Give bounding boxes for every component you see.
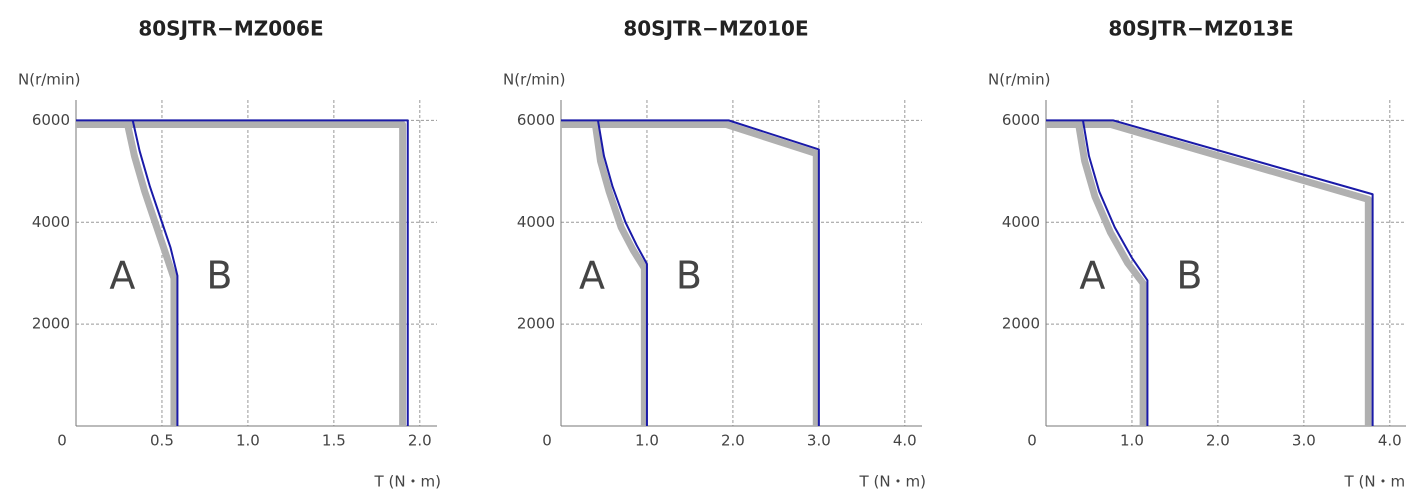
curve — [1081, 120, 1149, 426]
y-tick-label: 2000 — [32, 315, 70, 333]
curve — [596, 120, 648, 426]
curve — [1046, 119, 1374, 426]
y-tick-label: 2000 — [517, 315, 555, 333]
x-tick-label: 1.0 — [635, 432, 659, 450]
region-label: B — [1176, 254, 1202, 298]
region-label: A — [579, 254, 605, 298]
x-tick-label: 0 — [1027, 432, 1037, 450]
x-tick-label: 0 — [542, 432, 552, 450]
x-tick-label: 4.0 — [1378, 432, 1402, 450]
chart-title: 80SJTR−MZ013E — [1108, 17, 1293, 41]
region-label: B — [206, 254, 232, 298]
x-axis-label: T (N・m) — [859, 473, 926, 491]
x-tick-label: 0.5 — [150, 432, 174, 450]
curve — [561, 119, 820, 426]
curve — [1075, 123, 1147, 426]
x-tick-label: 3.0 — [1292, 432, 1316, 450]
curve — [591, 123, 648, 426]
y-axis-label: N(r/min) — [18, 71, 80, 89]
y-axis-label: N(r/min) — [503, 71, 565, 89]
curve — [76, 120, 407, 426]
x-axis-label: T (N・m) — [1344, 473, 1406, 491]
x-tick-label: 0 — [57, 432, 67, 450]
x-axis-label: T (N・m) — [374, 473, 441, 491]
region-label: A — [109, 254, 135, 298]
x-tick-label: 3.0 — [807, 432, 831, 450]
curve — [131, 120, 179, 426]
y-tick-label: 4000 — [32, 213, 70, 231]
y-tick-label: 6000 — [1002, 111, 1040, 129]
y-tick-label: 4000 — [1002, 213, 1040, 231]
y-tick-label: 6000 — [517, 111, 555, 129]
x-tick-label: 4.0 — [893, 432, 917, 450]
x-tick-label: 1.0 — [236, 432, 260, 450]
x-tick-label: 2.0 — [408, 432, 432, 450]
x-tick-label: 2.0 — [721, 432, 745, 450]
curve — [124, 123, 178, 426]
region-label: B — [676, 254, 702, 298]
curve — [76, 119, 409, 426]
y-tick-label: 6000 — [32, 111, 70, 129]
y-tick-label: 4000 — [517, 213, 555, 231]
curve — [561, 120, 820, 426]
region-label: A — [1079, 254, 1105, 298]
chart-title: 80SJTR−MZ010E — [623, 17, 808, 41]
y-tick-label: 2000 — [1002, 315, 1040, 333]
curve — [1046, 120, 1372, 426]
chart-title: 80SJTR−MZ006E — [138, 17, 323, 41]
y-axis-label: N(r/min) — [988, 71, 1050, 89]
x-tick-label: 2.0 — [1206, 432, 1230, 450]
x-tick-label: 1.0 — [1120, 432, 1144, 450]
x-tick-label: 1.5 — [322, 432, 346, 450]
